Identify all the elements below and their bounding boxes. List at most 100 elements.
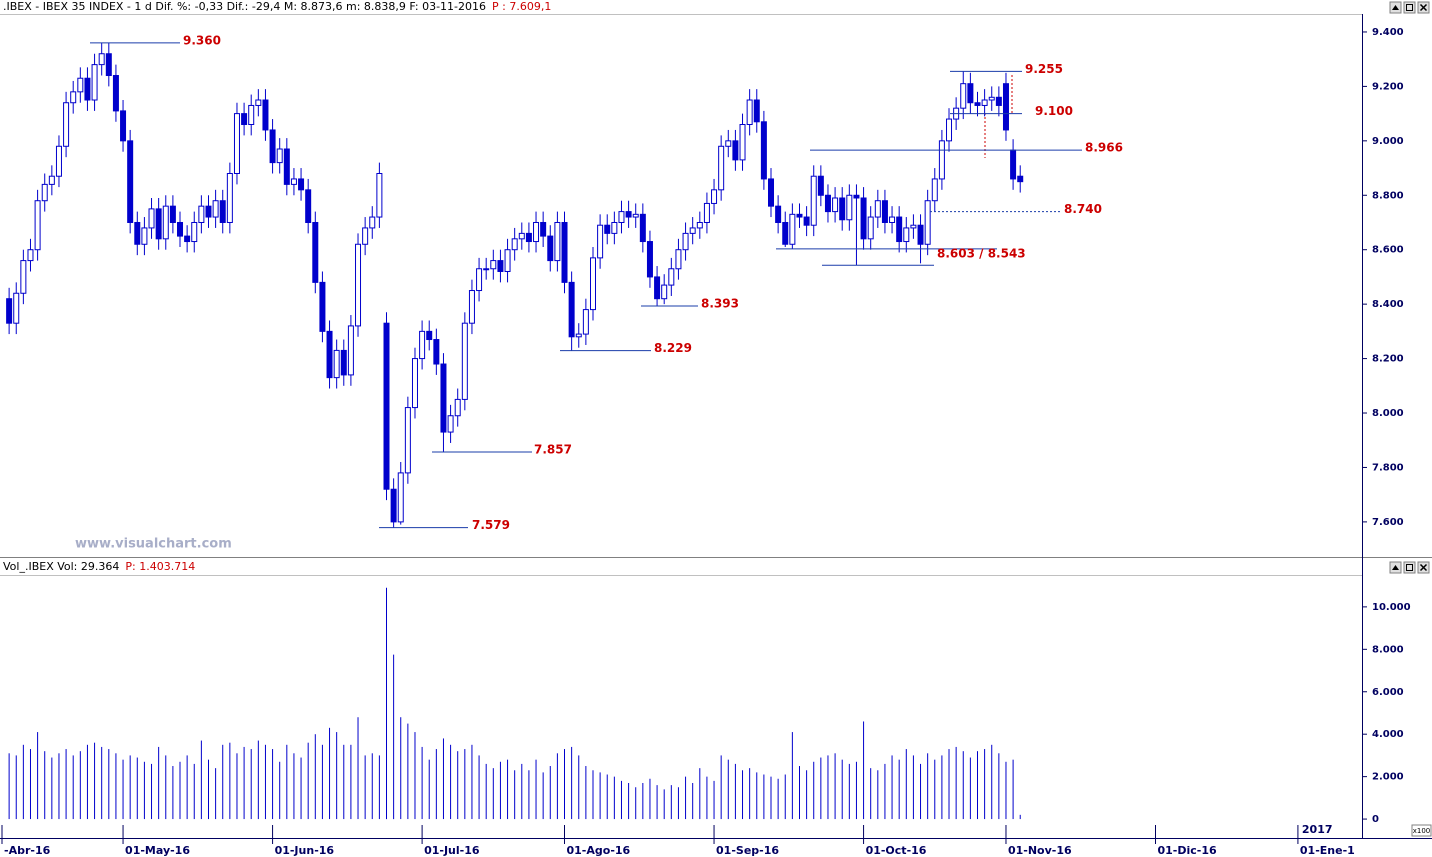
- y-tick-label: 8.000: [1372, 408, 1404, 419]
- candle-body: [184, 235, 191, 243]
- year-label: 2017: [1302, 823, 1333, 836]
- y-tick-label: 7.600: [1372, 517, 1404, 528]
- candle-body: [646, 241, 653, 278]
- candle-body: [597, 224, 604, 259]
- candle-body: [910, 224, 917, 229]
- candle-body: [611, 221, 618, 234]
- button[interactable]: [1403, 561, 1416, 574]
- candle-body: [333, 349, 340, 379]
- candle-body: [732, 140, 739, 161]
- x-tick-label: 01-Jul-16: [424, 844, 480, 857]
- candle-body: [390, 488, 397, 523]
- candle-body: [789, 213, 796, 245]
- window-buttons[interactable]: [1389, 1, 1430, 574]
- scale-note: x100: [1413, 827, 1431, 835]
- y-tick-label: 8.000: [1372, 644, 1404, 655]
- candle-body: [241, 113, 248, 126]
- candle-body: [540, 221, 547, 237]
- candle-body: [298, 178, 305, 191]
- candle-body: [468, 290, 475, 324]
- y-tick-label: 10.000: [1372, 602, 1411, 613]
- x-tick-label: 01-Ago-16: [567, 844, 631, 857]
- candle-body: [946, 118, 953, 142]
- y-tick-label: 8.200: [1372, 354, 1404, 365]
- candle-body: [369, 216, 376, 229]
- candle-body: [276, 148, 283, 164]
- y-tick-label: 8.800: [1372, 190, 1404, 201]
- candle-body: [55, 145, 62, 177]
- candle-body: [1017, 175, 1024, 183]
- chart-title: .IBEX - IBEX 35 INDEX - 1 d Dif. %: -0,3…: [3, 0, 486, 13]
- y-tick-label: 8.600: [1372, 245, 1404, 256]
- candle-body: [454, 398, 461, 417]
- candle-body: [853, 194, 860, 199]
- candle-body: [34, 200, 41, 251]
- candle-body: [91, 64, 98, 101]
- candle-body: [433, 339, 440, 365]
- button[interactable]: [1403, 1, 1416, 14]
- candle-body: [931, 178, 938, 202]
- x-tick-label: 01-Oct-16: [866, 844, 927, 857]
- candle-body: [27, 249, 34, 262]
- candle-body: [476, 268, 483, 292]
- candle-body: [817, 175, 824, 196]
- scale-box: [1411, 824, 1432, 837]
- candle-body: [654, 276, 661, 300]
- candle-body: [924, 200, 931, 245]
- chart-title-note: P: 1.403.714: [125, 560, 195, 573]
- candle-body: [397, 472, 404, 523]
- candle-body: [248, 104, 255, 126]
- candle-body: [668, 268, 675, 286]
- candle-body: [917, 224, 924, 245]
- candle-body: [561, 221, 568, 283]
- candle-body: [682, 232, 689, 251]
- candle-body: [419, 330, 426, 360]
- candle-body: [867, 216, 874, 240]
- icon: [1392, 5, 1399, 10]
- candle-body: [219, 200, 226, 223]
- x-tick-label: 01-Ene-1: [1300, 844, 1355, 857]
- candle-body: [13, 292, 20, 324]
- candle-body: [212, 200, 219, 218]
- y-tick-label: 8.400: [1372, 299, 1404, 310]
- candle-body: [768, 178, 775, 207]
- level-label: 7.579: [472, 518, 510, 532]
- candle-body: [262, 99, 269, 131]
- candle-body: [810, 175, 817, 226]
- candle-body: [938, 140, 945, 180]
- y-tick-label: 2.000: [1372, 772, 1404, 783]
- candle-body: [355, 243, 362, 327]
- candle-body: [568, 281, 575, 338]
- candle-body: [839, 197, 846, 221]
- candle-body: [753, 99, 760, 123]
- watermark: www.visualchart.com: [75, 537, 232, 552]
- candle-body: [711, 189, 718, 204]
- candle-body: [290, 178, 297, 185]
- candle-body: [347, 325, 354, 376]
- candle-body: [376, 172, 383, 218]
- level-label: 7.857: [534, 442, 572, 456]
- candle-body: [582, 309, 589, 335]
- candle-body: [362, 227, 369, 245]
- candle-body: [169, 205, 176, 223]
- candle-body: [796, 213, 803, 218]
- candle-body: [483, 268, 490, 271]
- candle-body: [41, 183, 48, 202]
- candle-body: [319, 281, 326, 332]
- candle-body: [411, 358, 418, 409]
- y-tick-label: 9.000: [1372, 136, 1404, 147]
- candle-body: [269, 129, 276, 164]
- candle-body: [326, 330, 333, 379]
- candle-body: [490, 260, 497, 270]
- level-label: 8.740: [1064, 202, 1102, 216]
- candle-body: [525, 232, 532, 243]
- candle-body: [255, 99, 262, 106]
- candle-body: [995, 96, 1002, 106]
- candle-body: [974, 102, 981, 106]
- y-tick-label: 0: [1372, 814, 1379, 825]
- level-label: 9.360: [183, 33, 221, 47]
- candle-body: [775, 205, 782, 223]
- candle-body: [383, 322, 390, 490]
- candle-body: [504, 249, 511, 272]
